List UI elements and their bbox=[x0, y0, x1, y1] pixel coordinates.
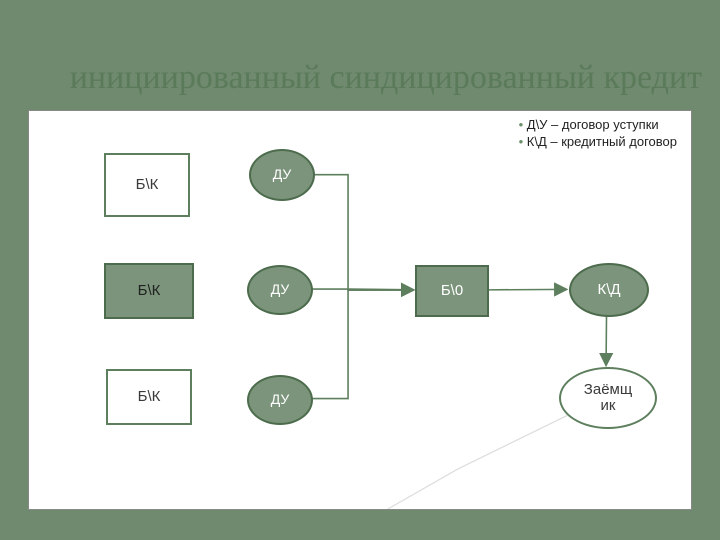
slide: инициированный синдицированный кредит Д\… bbox=[0, 0, 720, 540]
node-du1: ДУ bbox=[249, 149, 315, 201]
legend-item-kd: К\Д – кредитный договор bbox=[519, 134, 677, 149]
legend: Д\У – договор уступки К\Д – кредитный до… bbox=[519, 117, 677, 151]
node-du2: ДУ bbox=[247, 265, 313, 315]
title-area: инициированный синдицированный кредит bbox=[0, 0, 720, 105]
node-bk2: Б\К bbox=[104, 263, 194, 319]
node-b0: Б\0 bbox=[415, 265, 489, 317]
node-borrower: Заёмщ ик bbox=[559, 367, 657, 429]
node-bk3: Б\К bbox=[106, 369, 192, 425]
legend-item-du: Д\У – договор уступки bbox=[519, 117, 677, 132]
node-bk1: Б\К bbox=[104, 153, 190, 217]
node-kd: К\Д bbox=[569, 263, 649, 317]
diagram-area: Д\У – договор уступки К\Д – кредитный до… bbox=[28, 110, 692, 510]
slide-title: инициированный синдицированный кредит bbox=[70, 58, 702, 97]
node-du3: ДУ bbox=[247, 375, 313, 425]
